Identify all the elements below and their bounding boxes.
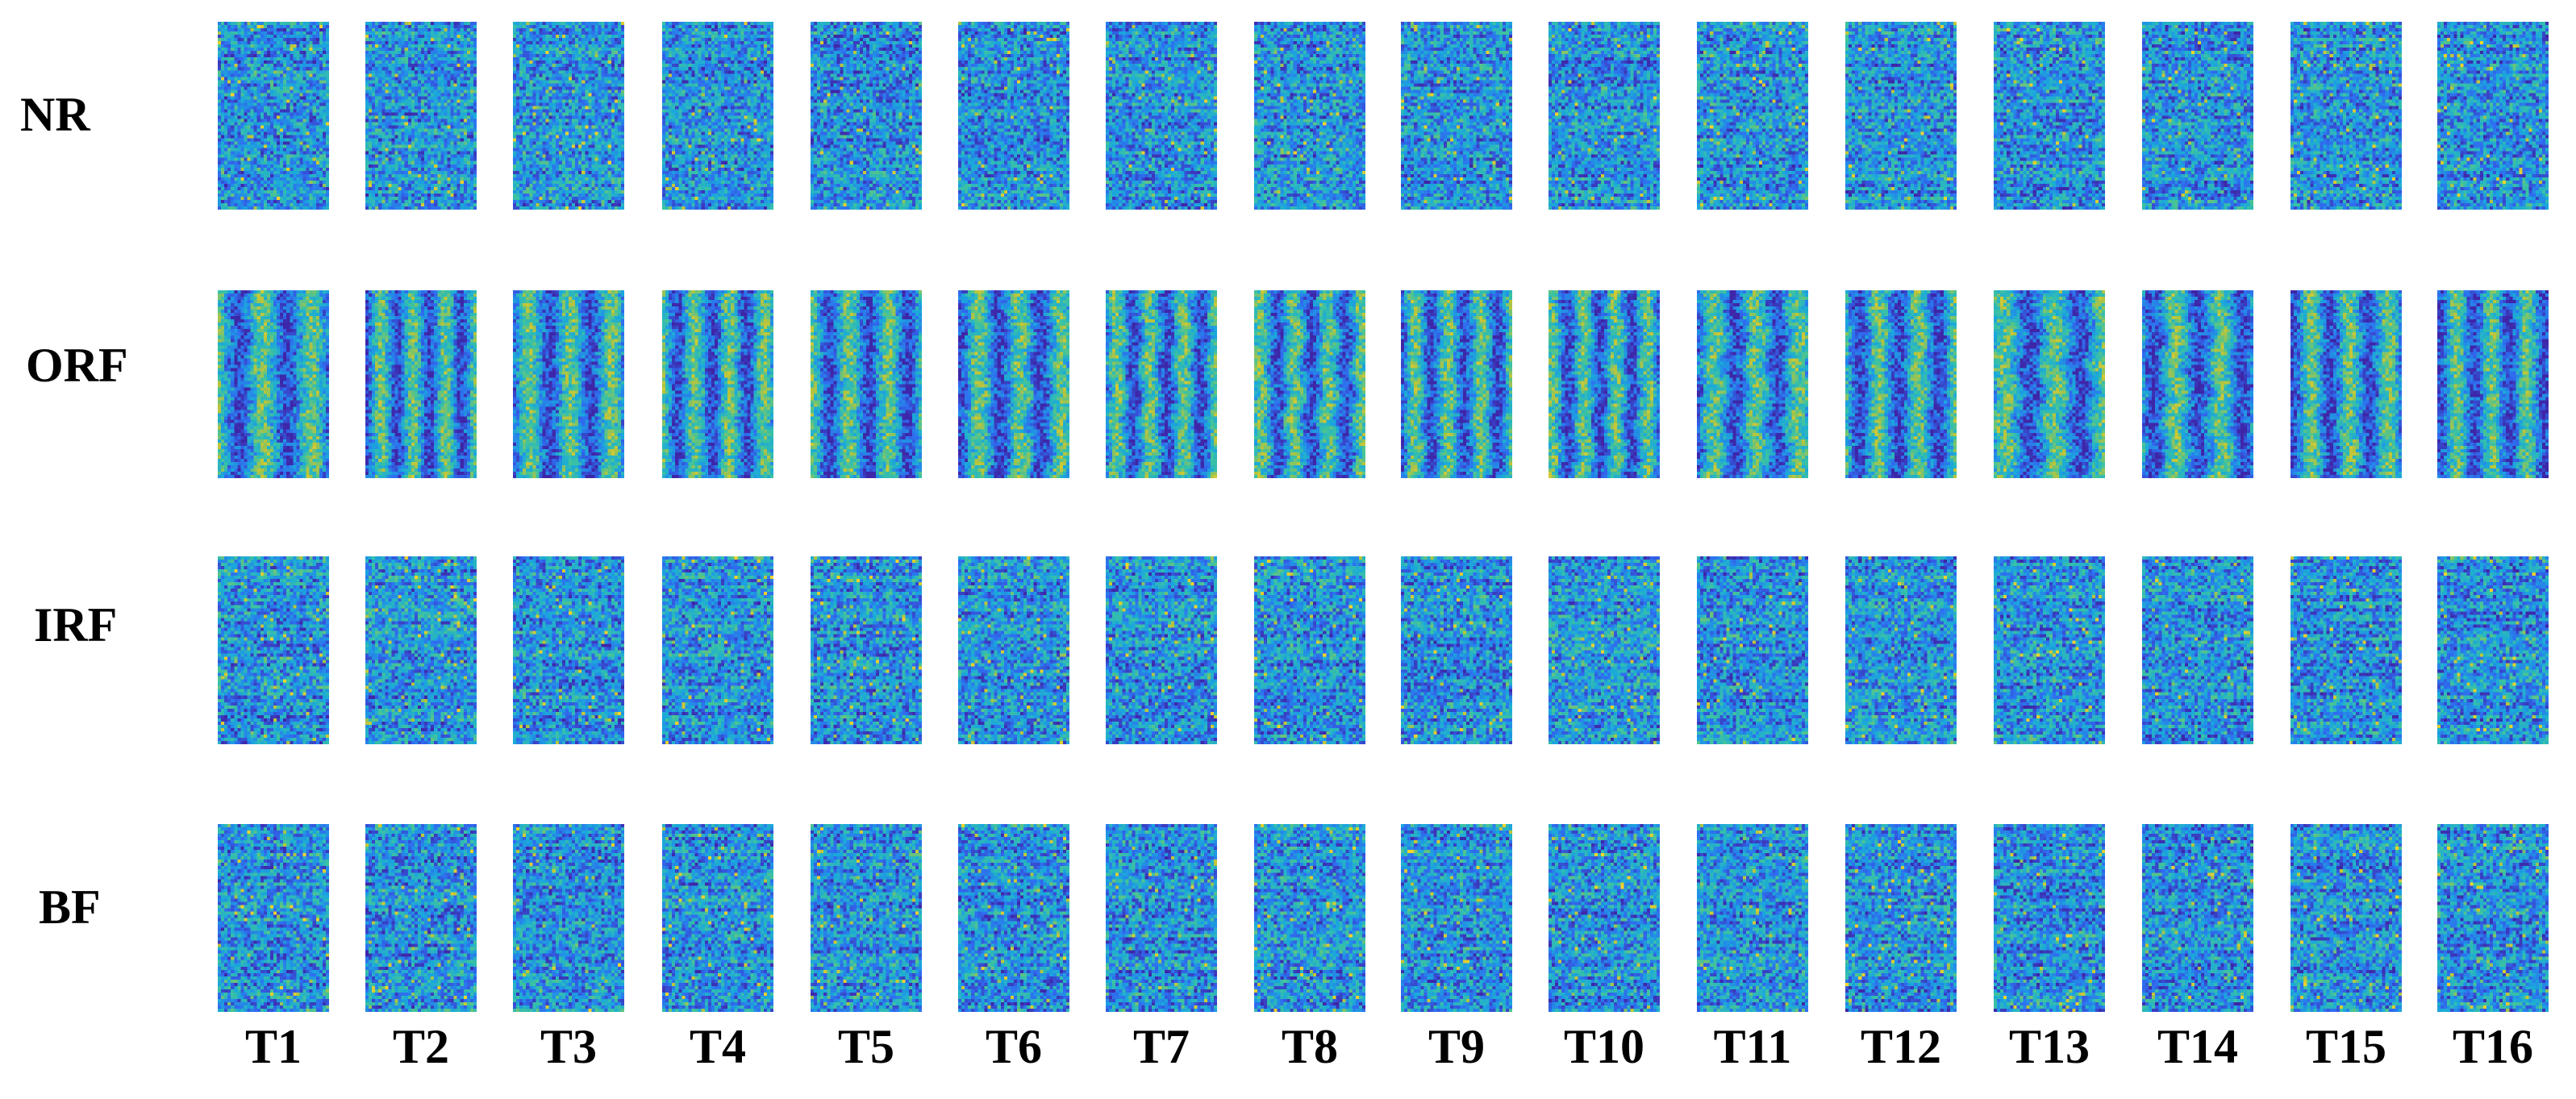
row-label-bf: BF — [39, 880, 101, 934]
heatmap-tile-orf-t13 — [1994, 290, 2105, 478]
heatmap-tile-irf-t16 — [2437, 556, 2549, 744]
heatmap-tile-nr-t6 — [958, 22, 1069, 210]
column-label-t2: T2 — [392, 1020, 450, 1073]
heatmap-tile-bf-t6 — [958, 824, 1069, 1012]
column-label-t8: T8 — [1281, 1020, 1339, 1073]
heatmap-tile-bf-t12 — [1845, 824, 1957, 1012]
heatmap-tile-orf-t11 — [1697, 290, 1808, 478]
heatmap-tile-nr-t1 — [218, 22, 329, 210]
heatmap-tile-orf-t4 — [662, 290, 773, 478]
heatmap-tile-irf-t6 — [958, 556, 1069, 744]
heatmap-tile-bf-t11 — [1697, 824, 1808, 1012]
heatmap-tile-bf-t8 — [1254, 824, 1365, 1012]
heatmap-tile-bf-t9 — [1401, 824, 1512, 1012]
heatmap-tile-nr-t3 — [513, 22, 624, 210]
heatmap-tile-orf-t12 — [1845, 290, 1957, 478]
heatmap-tile-bf-t14 — [2142, 824, 2253, 1012]
heatmap-tile-nr-t12 — [1845, 22, 1957, 210]
heatmap-tile-orf-t1 — [218, 290, 329, 478]
heatmap-tile-orf-t15 — [2290, 290, 2402, 478]
heatmap-tile-nr-t10 — [1549, 22, 1660, 210]
heatmap-tile-irf-t5 — [811, 556, 922, 744]
heatmap-tile-nr-t15 — [2290, 22, 2402, 210]
heatmap-tile-orf-t14 — [2142, 290, 2253, 478]
heatmap-tile-bf-t2 — [365, 824, 477, 1012]
heatmap-tile-irf-t15 — [2290, 556, 2402, 744]
heatmap-tile-orf-t10 — [1549, 290, 1660, 478]
heatmap-tile-bf-t7 — [1106, 824, 1217, 1012]
column-label-t5: T5 — [837, 1020, 895, 1073]
heatmap-tile-bf-t5 — [811, 824, 922, 1012]
row-label-orf: ORF — [26, 339, 128, 392]
column-label-t7: T7 — [1132, 1020, 1190, 1073]
heatmap-tile-irf-t13 — [1994, 556, 2105, 744]
heatmap-tile-nr-t11 — [1697, 22, 1808, 210]
heatmap-tile-irf-t2 — [365, 556, 477, 744]
heatmap-tile-bf-t15 — [2290, 824, 2402, 1012]
column-label-t6: T6 — [985, 1020, 1043, 1073]
column-label-t11: T11 — [1713, 1020, 1792, 1073]
column-label-t13: T13 — [2008, 1020, 2090, 1073]
heatmap-tile-irf-t14 — [2142, 556, 2253, 744]
heatmap-tile-bf-t10 — [1549, 824, 1660, 1012]
column-label-t16: T16 — [2452, 1020, 2534, 1073]
heatmap-tile-irf-t7 — [1106, 556, 1217, 744]
heatmap-tile-bf-t1 — [218, 824, 329, 1012]
heatmap-tile-irf-t3 — [513, 556, 624, 744]
heatmap-tile-orf-t9 — [1401, 290, 1512, 478]
heatmap-tile-orf-t6 — [958, 290, 1069, 478]
heatmap-tile-nr-t4 — [662, 22, 773, 210]
heatmap-tile-nr-t8 — [1254, 22, 1365, 210]
column-label-t15: T15 — [2305, 1020, 2387, 1073]
column-label-t9: T9 — [1428, 1020, 1486, 1073]
heatmap-tile-irf-t11 — [1697, 556, 1808, 744]
heatmap-tile-irf-t4 — [662, 556, 773, 744]
heatmap-tile-irf-t1 — [218, 556, 329, 744]
heatmap-tile-bf-t3 — [513, 824, 624, 1012]
heatmap-tile-nr-t7 — [1106, 22, 1217, 210]
heatmap-tile-bf-t13 — [1994, 824, 2105, 1012]
heatmap-tile-irf-t10 — [1549, 556, 1660, 744]
heatmap-tile-orf-t7 — [1106, 290, 1217, 478]
heatmap-tile-orf-t16 — [2437, 290, 2549, 478]
heatmap-tile-bf-t16 — [2437, 824, 2549, 1012]
heatmap-tile-nr-t2 — [365, 22, 477, 210]
heatmap-tile-nr-t14 — [2142, 22, 2253, 210]
column-label-t1: T1 — [244, 1020, 302, 1073]
heatmap-tile-nr-t5 — [811, 22, 922, 210]
heatmap-tile-nr-t9 — [1401, 22, 1512, 210]
heatmap-tile-nr-t13 — [1994, 22, 2105, 210]
row-label-nr: NR — [20, 88, 90, 141]
row-label-irf: IRF — [34, 598, 118, 651]
heatmap-tile-orf-t5 — [811, 290, 922, 478]
heatmap-tile-irf-t8 — [1254, 556, 1365, 744]
heatmap-tile-irf-t9 — [1401, 556, 1512, 744]
column-label-t4: T4 — [689, 1020, 747, 1073]
column-label-t10: T10 — [1563, 1020, 1645, 1073]
heatmap-tile-orf-t8 — [1254, 290, 1365, 478]
heatmap-tile-irf-t12 — [1845, 556, 1957, 744]
heatmap-tile-nr-t16 — [2437, 22, 2549, 210]
column-label-t12: T12 — [1860, 1020, 1942, 1073]
column-label-t14: T14 — [2157, 1020, 2239, 1073]
heatmap-tile-orf-t2 — [365, 290, 477, 478]
heatmap-tile-bf-t4 — [662, 824, 773, 1012]
heatmap-tile-orf-t3 — [513, 290, 624, 478]
column-label-t3: T3 — [540, 1020, 598, 1073]
